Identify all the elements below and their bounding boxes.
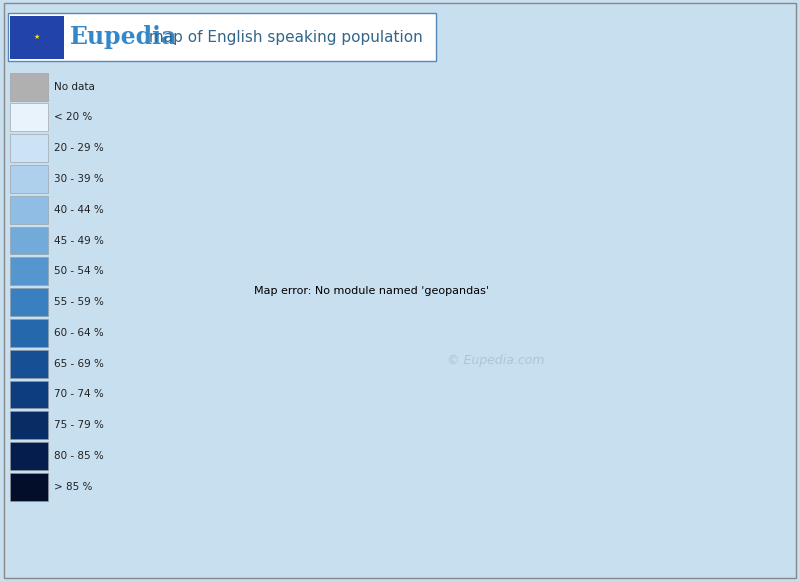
Text: < 20 %: < 20 %	[54, 112, 92, 123]
Text: Eupedia: Eupedia	[70, 25, 178, 49]
Text: No data: No data	[54, 81, 94, 92]
Text: 65 - 69 %: 65 - 69 %	[54, 358, 103, 369]
Text: 45 - 49 %: 45 - 49 %	[54, 235, 103, 246]
Text: 60 - 64 %: 60 - 64 %	[54, 328, 103, 338]
Text: 80 - 85 %: 80 - 85 %	[54, 451, 103, 461]
Text: 70 - 74 %: 70 - 74 %	[54, 389, 103, 400]
Text: > 85 %: > 85 %	[54, 482, 92, 492]
Text: 20 - 29 %: 20 - 29 %	[54, 143, 103, 153]
Text: Map error: No module named 'geopandas': Map error: No module named 'geopandas'	[254, 285, 489, 296]
Text: 75 - 79 %: 75 - 79 %	[54, 420, 103, 431]
Text: 55 - 59 %: 55 - 59 %	[54, 297, 103, 307]
Text: 30 - 39 %: 30 - 39 %	[54, 174, 103, 184]
Text: 50 - 54 %: 50 - 54 %	[54, 266, 103, 277]
Text: map of English speaking population: map of English speaking population	[144, 30, 422, 45]
Text: ★: ★	[34, 34, 40, 40]
Text: 40 - 44 %: 40 - 44 %	[54, 205, 103, 215]
Text: © Eupedia.com: © Eupedia.com	[447, 354, 545, 367]
